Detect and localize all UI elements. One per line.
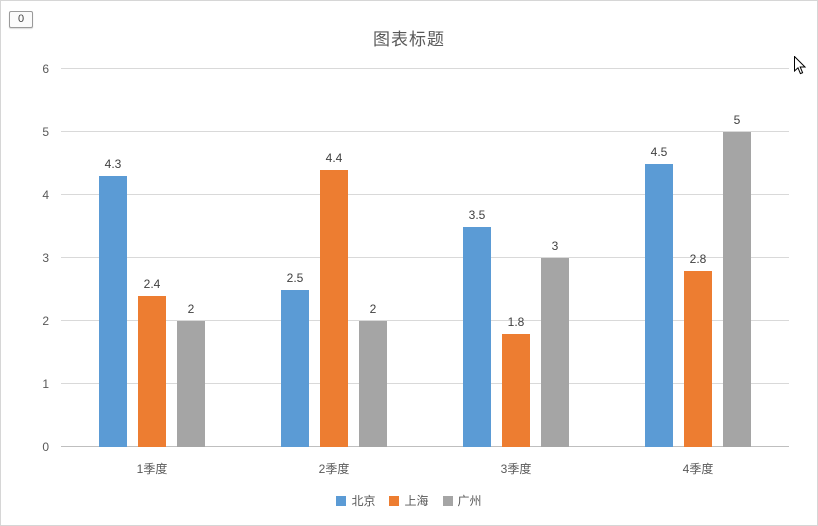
legend-swatch-icon: [336, 495, 347, 506]
data-label: 3.5: [468, 207, 486, 222]
data-label: 4.5: [650, 144, 668, 159]
gridline: [61, 194, 789, 195]
y-tick-label: 0: [42, 440, 49, 454]
data-label: 3: [551, 239, 559, 253]
bar-wrap: 3: [541, 69, 569, 447]
bar-wrap: 1.8: [502, 69, 530, 447]
y-tick-label: 3: [42, 251, 49, 265]
data-label: 4.3: [104, 157, 122, 172]
bar-广州-1季度[interactable]: [177, 321, 205, 447]
data-label: 2.4: [143, 276, 161, 291]
bar-广州-4季度[interactable]: [723, 132, 751, 447]
data-label: 4.4: [325, 150, 343, 165]
legend: 北京 上海 广州: [1, 492, 817, 509]
chart-title[interactable]: 图表标题: [373, 30, 445, 49]
bar-group: 3.5 1.8 3: [425, 69, 607, 447]
bar-北京-4季度[interactable]: [645, 163, 673, 447]
bar-上海-4季度[interactable]: [684, 270, 712, 447]
bar-wrap: 2: [359, 69, 387, 447]
bar-上海-2季度[interactable]: [320, 169, 348, 447]
data-label: 2: [187, 302, 195, 316]
gridline: [61, 131, 789, 132]
bar-上海-1季度[interactable]: [138, 295, 166, 447]
bar-wrap: 2: [177, 69, 205, 447]
y-tick-label: 1: [42, 377, 49, 391]
x-tick-label: 2季度: [318, 462, 350, 476]
data-label: 1.8: [507, 314, 525, 329]
bar-wrap: 3.5: [463, 69, 491, 447]
legend-item-北京[interactable]: 北京: [336, 492, 375, 509]
legend-item-广州[interactable]: 广州: [442, 492, 482, 509]
y-tick-label: 6: [42, 62, 49, 76]
bar-group: 4.5 2.8 5: [607, 69, 789, 447]
x-tick-label: 1季度: [136, 462, 168, 476]
y-tick-label: 4: [42, 188, 49, 202]
plot-area: 0 1 2 3 4 5 6 4.3 2.4 2 2.5 4.4 2 3.5 1.8 3 4.5 2.8 5: [42, 62, 789, 454]
selection-count-badge[interactable]: 0: [9, 11, 33, 28]
bar-广州-3季度[interactable]: [541, 258, 569, 447]
bar-wrap: 2.5: [281, 69, 309, 447]
bar-北京-3季度[interactable]: [463, 226, 491, 447]
gridline: [61, 68, 789, 69]
gridline: [61, 320, 789, 321]
bar-广州-2季度[interactable]: [359, 321, 387, 447]
bar-wrap: 5: [723, 69, 751, 447]
x-axis: 1季度 2季度 3季度 4季度: [61, 460, 789, 477]
x-tick-label: 3季度: [500, 462, 532, 476]
bar-wrap: 2.8: [684, 69, 712, 447]
legend-label: 上海: [404, 494, 429, 508]
legend-swatch-icon: [389, 495, 400, 506]
bar-wrap: 4.3: [99, 69, 127, 447]
bar-groups: 4.3 2.4 2 2.5 4.4 2 3.5 1.8 3 4.5 2.8 5: [61, 69, 789, 447]
bar-wrap: 4.4: [320, 69, 348, 447]
bar-wrap: 2.4: [138, 69, 166, 447]
y-tick-label: 2: [42, 314, 49, 328]
legend-swatch-icon: [442, 495, 453, 506]
bar-上海-3季度[interactable]: [502, 333, 530, 447]
y-tick-label: 5: [42, 125, 49, 139]
data-label: 2: [369, 302, 377, 316]
gridline: [61, 383, 789, 384]
data-label: 5: [733, 113, 741, 127]
legend-label: 广州: [457, 494, 482, 508]
legend-label: 北京: [351, 494, 376, 508]
bar-group: 2.5 4.4 2: [243, 69, 425, 447]
data-label: 2.5: [286, 270, 304, 285]
bar-北京-1季度[interactable]: [99, 176, 127, 447]
mouse-cursor: [794, 56, 807, 75]
x-tick-label: 4季度: [682, 462, 714, 476]
data-label: 2.8: [689, 251, 707, 266]
gridline: [61, 257, 789, 258]
bar-group: 4.3 2.4 2: [61, 69, 243, 447]
bar-wrap: 4.5: [645, 69, 673, 447]
x-axis-line: [61, 446, 789, 447]
bar-北京-2季度[interactable]: [281, 289, 309, 447]
legend-item-上海[interactable]: 上海: [389, 492, 429, 509]
